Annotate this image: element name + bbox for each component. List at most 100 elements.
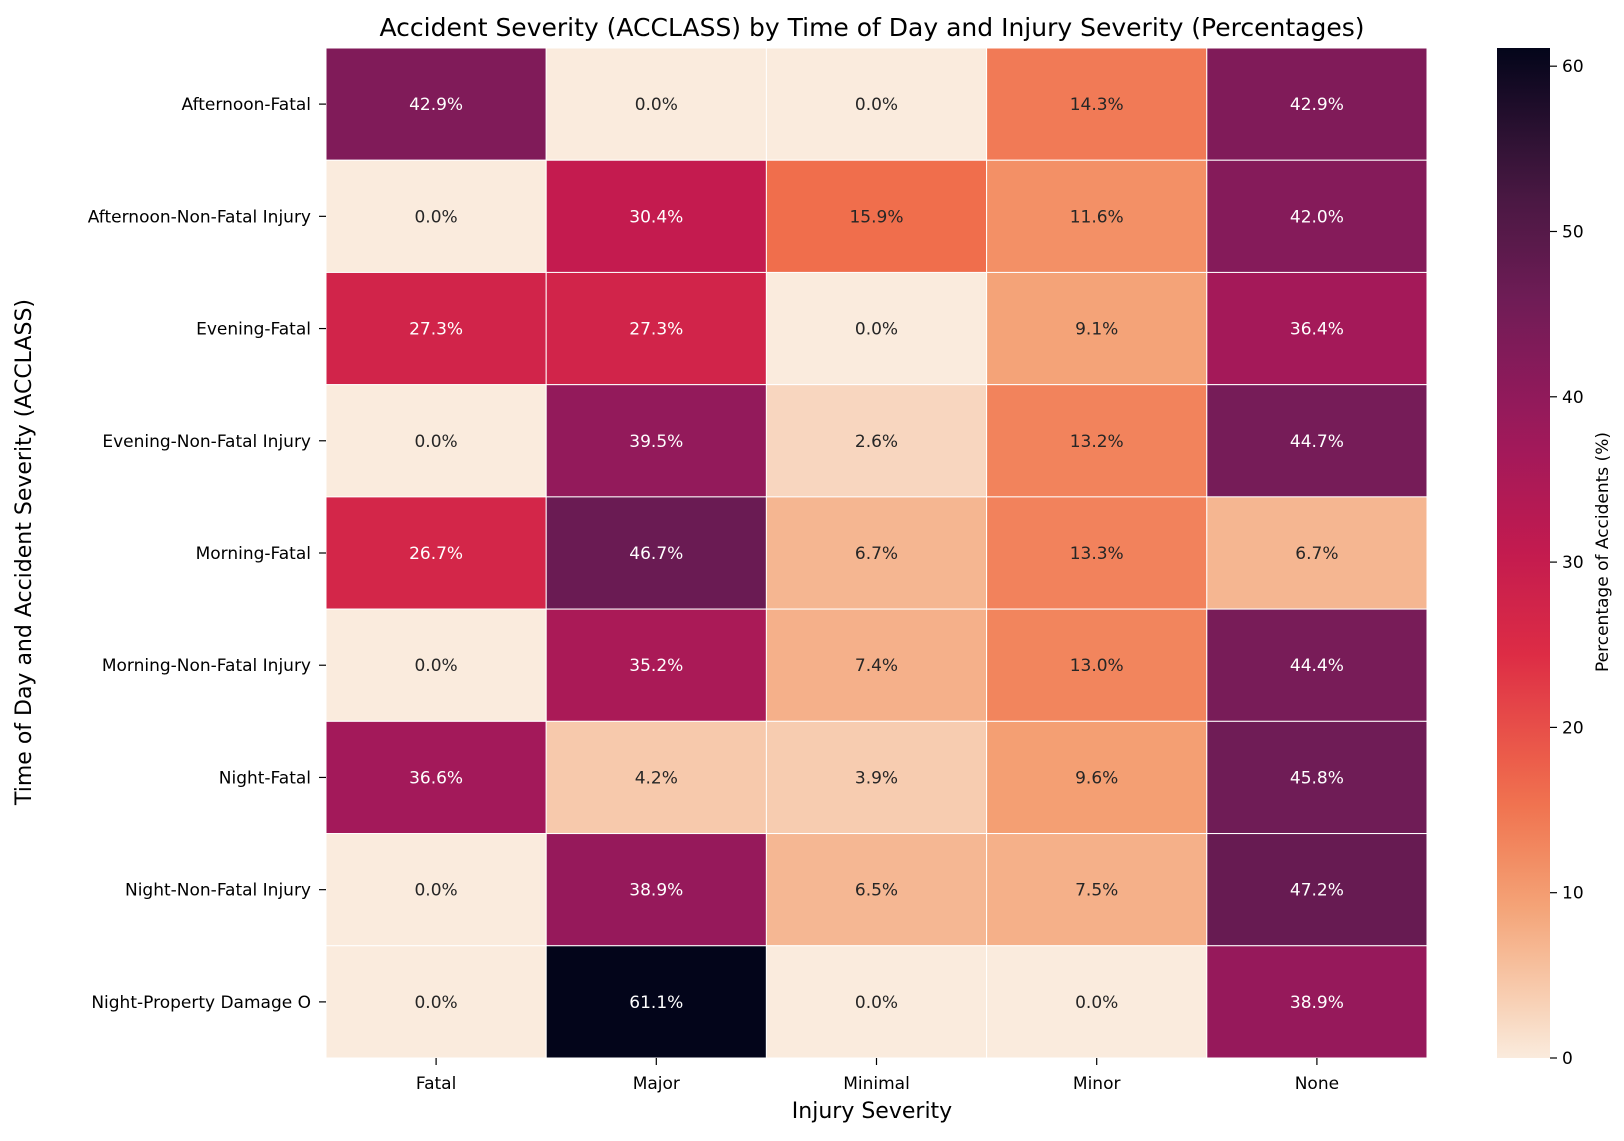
colorbar: 0 10 20 30 40 50 60 (1497, 48, 1584, 1069)
heatmap-cell (986, 608, 1208, 722)
cell-value-label: 9.6% (1075, 768, 1118, 788)
heatmap-cell (545, 159, 767, 273)
cell-value-label: 13.0% (1070, 656, 1124, 676)
heatmap-cell (765, 496, 988, 610)
cell-value-label: 46.7% (629, 544, 683, 564)
cell-value-label: 35.2% (629, 656, 683, 676)
cell-value-label: 6.7% (1295, 544, 1338, 564)
chart-title: Accident Severity (ACCLASS) by Time of D… (380, 13, 1365, 42)
heatmap-cell (986, 271, 1208, 386)
cell-value-label: 36.6% (409, 768, 463, 788)
cell-value-label: 0.0% (414, 207, 457, 227)
heatmap-cell (1206, 384, 1428, 498)
cell-value-label: 0.0% (1075, 993, 1118, 1013)
cell-value-label: 14.3% (1070, 95, 1124, 115)
cell-value-label: 45.8% (1290, 768, 1344, 788)
heatmap-cell (545, 608, 767, 722)
colorbar-gradient (1497, 48, 1550, 1058)
cell-value-label: 47.2% (1290, 881, 1344, 901)
x-axis: Fatal Major Minimal Minor None (416, 1058, 1339, 1094)
x-tick-label: Fatal (416, 1074, 456, 1094)
cell-value-label: 7.5% (1075, 881, 1118, 901)
x-tick-label: Minimal (843, 1074, 910, 1094)
heatmap-cell (765, 271, 988, 386)
colorbar-tick-label: 30 (1562, 553, 1584, 573)
heatmap-cell (325, 720, 547, 835)
cell-value-label: 44.4% (1290, 656, 1344, 676)
colorbar-label: Percentage of Accidents (%) (1593, 432, 1613, 672)
cell-value-label: 11.6% (1070, 207, 1124, 227)
heatmap-cell (986, 720, 1208, 835)
heatmap-cell (986, 384, 1208, 498)
y-tick-label: Afternoon-Fatal (182, 95, 311, 115)
cell-value-label: 0.0% (855, 993, 898, 1013)
heatmap-cell (325, 47, 547, 161)
heatmap-cell (1206, 496, 1428, 610)
cell-value-label: 6.5% (855, 881, 898, 901)
cell-value-label: 9.1% (1075, 320, 1118, 340)
cell-value-label: 0.0% (414, 881, 457, 901)
cell-value-label: 13.2% (1070, 432, 1124, 452)
y-axis-label: Time of Day and Accident Severity (ACCLA… (12, 299, 37, 806)
cell-value-label: 0.0% (414, 993, 457, 1013)
cell-value-label: 2.6% (855, 432, 898, 452)
heatmap-cell (1206, 159, 1428, 273)
heatmap-cell (545, 47, 767, 161)
x-tick-label: Major (633, 1074, 680, 1094)
cell-value-label: 27.3% (409, 320, 463, 340)
cell-value-label: 38.9% (629, 881, 683, 901)
heatmap-cell (1206, 608, 1428, 722)
heatmap-cell (325, 159, 547, 273)
heatmap-cell (765, 945, 988, 1059)
y-tick-label: Night-Property Damage O (91, 993, 311, 1013)
cell-value-label: 36.4% (1290, 320, 1344, 340)
heatmap-cell (325, 833, 547, 947)
y-tick-label: Evening-Non-Fatal Injury (102, 432, 311, 452)
cell-value-label: 26.7% (409, 544, 463, 564)
y-tick-label: Morning-Fatal (196, 544, 311, 564)
colorbar-tick-label: 10 (1562, 884, 1584, 904)
heatmap-cell (986, 833, 1208, 947)
heatmap-cell (765, 47, 988, 161)
cell-value-label: 42.0% (1290, 207, 1344, 227)
heatmap-cell (1206, 833, 1428, 947)
heatmap-cell (545, 833, 767, 947)
heatmap-cells (325, 47, 1428, 1059)
colorbar-tick-label: 0 (1562, 1049, 1573, 1069)
heatmap-cell-labels: 42.9% 0.0% 0.0% 14.3% 42.9% 0.0% 30.4% 15.9% 11.… (409, 95, 1344, 1013)
cell-value-label: 13.3% (1070, 544, 1124, 564)
heatmap-cell (1206, 47, 1428, 161)
colorbar-tick-label: 20 (1562, 718, 1584, 738)
heatmap-cell (545, 496, 767, 610)
cell-value-label: 0.0% (855, 95, 898, 115)
cell-value-label: 30.4% (629, 207, 683, 227)
cell-value-label: 0.0% (635, 95, 678, 115)
cell-value-label: 42.9% (409, 95, 463, 115)
y-tick-label: Night-Non-Fatal Injury (125, 881, 311, 901)
y-axis: Afternoon-Fatal Afternoon-Non-Fatal Injur… (88, 95, 326, 1013)
heatmap-cell (765, 833, 988, 947)
colorbar-tick-label: 60 (1562, 57, 1584, 77)
cell-value-label: 0.0% (414, 432, 457, 452)
heatmap-cell (765, 384, 988, 498)
x-tick-label: None (1295, 1074, 1339, 1094)
cell-value-label: 27.3% (629, 320, 683, 340)
heatmap-cell (986, 945, 1208, 1059)
heatmap-cell (545, 271, 767, 386)
y-tick-label: Afternoon-Non-Fatal Injury (88, 207, 311, 227)
y-tick-label: Evening-Fatal (196, 320, 311, 340)
cell-value-label: 42.9% (1290, 95, 1344, 115)
heatmap-cell (1206, 271, 1428, 386)
y-tick-label: Morning-Non-Fatal Injury (102, 656, 311, 676)
cell-value-label: 0.0% (414, 656, 457, 676)
cell-value-label: 0.0% (855, 320, 898, 340)
x-axis-label: Injury Severity (792, 1099, 952, 1124)
cell-value-label: 39.5% (629, 432, 683, 452)
heatmap-cell (765, 159, 988, 273)
cell-value-label: 3.9% (855, 768, 898, 788)
heatmap-cell (1206, 720, 1428, 835)
cell-value-label: 38.9% (1290, 993, 1344, 1013)
heatmap-cell (545, 384, 767, 498)
